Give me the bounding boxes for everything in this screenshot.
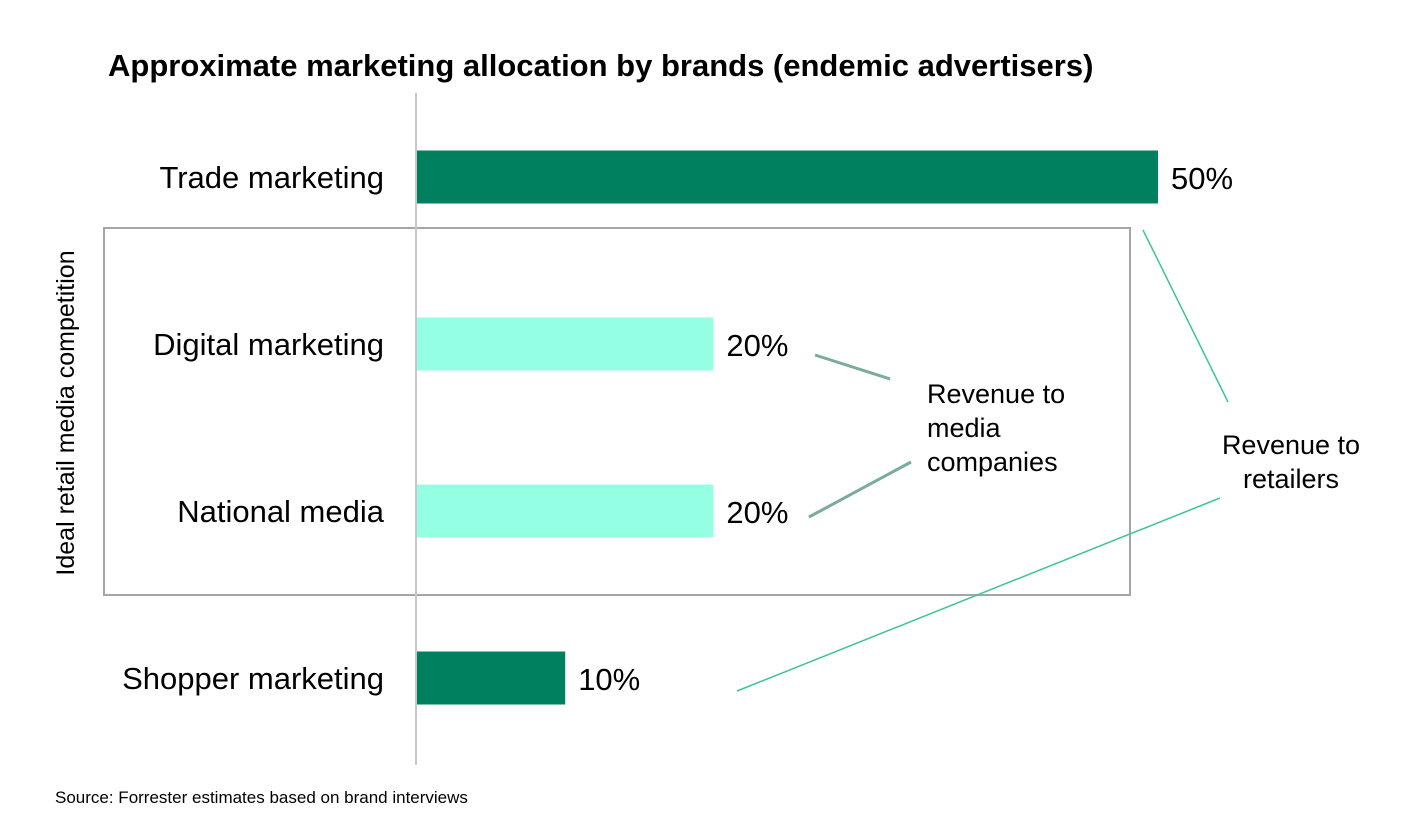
annotation-line: companies — [927, 447, 1058, 477]
category-label-national-media: National media — [177, 494, 385, 529]
category-label-digital-marketing: Digital marketing — [153, 327, 384, 362]
value-label-national-media: 20% — [726, 495, 788, 530]
connector-line-digital-marketing — [814, 353, 891, 381]
bar-shopper-marketing — [417, 651, 566, 705]
connector-line-shopper-marketing — [736, 497, 1221, 692]
category-label-trade-marketing: Trade marketing — [159, 160, 384, 195]
value-label-digital-marketing: 20% — [726, 328, 788, 363]
annotation-revenue-to-retailers: Revenue to retailers — [1222, 430, 1360, 494]
source-note: Source: Forrester estimates based on bra… — [55, 788, 468, 807]
annotation-line: Revenue to — [927, 379, 1065, 409]
chart-title: Approximate marketing allocation by bran… — [108, 48, 1094, 83]
bar-national-media — [417, 484, 714, 538]
annotation-revenue-to-media-companies: Revenue to media companies — [927, 379, 1065, 477]
annotation-line: retailers — [1243, 464, 1339, 494]
group-box-label: Ideal retail media competition — [52, 250, 80, 575]
value-label-trade-marketing: 50% — [1171, 161, 1233, 196]
bar-digital-marketing — [417, 317, 714, 371]
group-box — [103, 227, 1131, 596]
value-label-shopper-marketing: 10% — [578, 662, 640, 697]
annotation-line: media — [927, 413, 1002, 443]
connector-line-trade-marketing — [1142, 229, 1229, 403]
connector-line-national-media — [808, 460, 912, 519]
category-label-shopper-marketing: Shopper marketing — [122, 661, 384, 696]
bar-trade-marketing — [417, 150, 1158, 204]
annotation-line: Revenue to — [1222, 430, 1360, 460]
